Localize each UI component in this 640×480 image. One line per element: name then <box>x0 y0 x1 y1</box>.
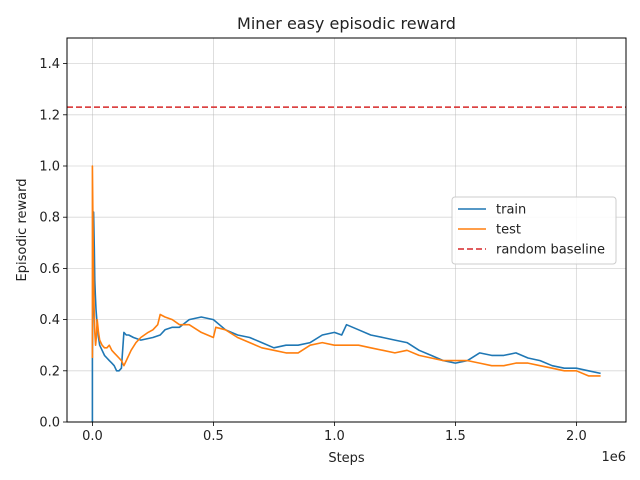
legend-box <box>451 196 617 265</box>
y-tick-label: 0.0 <box>39 416 60 431</box>
legend: train test random baseline <box>451 196 617 265</box>
legend-label: test <box>496 223 521 238</box>
y-tick-label: 1.0 <box>39 160 60 175</box>
axes-frame <box>66 37 627 423</box>
y-tick-label: 0.8 <box>39 211 60 226</box>
x-tick-label: 1.5 <box>445 429 466 444</box>
y-tick-label: 0.2 <box>39 364 60 379</box>
series-line-test <box>91 165 601 377</box>
x-tick-label: 0.5 <box>203 429 224 444</box>
x-axis-offset-text: 1e6 <box>601 450 626 465</box>
plot-area <box>67 106 626 422</box>
x-tick-label: 0.0 <box>82 429 103 444</box>
x-tick-label: 2.0 <box>566 429 587 444</box>
y-tick-label: 1.4 <box>39 57 60 72</box>
chart-title: Miner easy episodic reward <box>237 14 456 33</box>
ticks: 0.0 0.5 1.0 1.5 2.0 0.0 0.2 0.4 0.6 0.8 1.0 1.2 1.4 <box>39 57 586 444</box>
y-tick-label: 1.2 <box>39 108 60 123</box>
y-axis-label: Episodic reward <box>15 179 30 282</box>
y-tick-label: 0.6 <box>39 262 60 277</box>
x-axis-label: Steps <box>328 451 365 466</box>
legend-label: random baseline <box>496 243 605 258</box>
y-tick-label: 0.4 <box>39 313 60 328</box>
x-tick-label: 1.0 <box>324 429 345 444</box>
legend-label: train <box>496 203 526 218</box>
